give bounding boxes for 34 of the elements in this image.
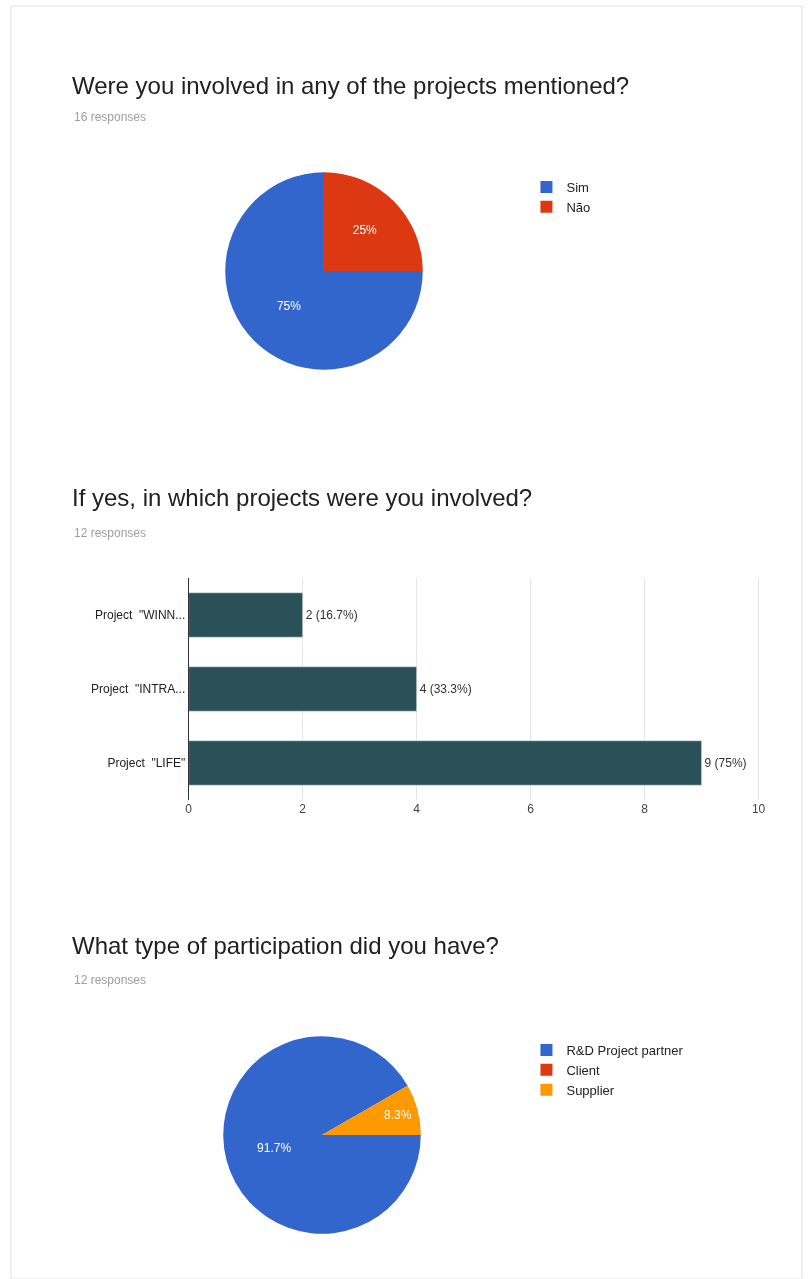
data-label: 91.7%	[257, 1140, 292, 1155]
data-label: 25%	[352, 223, 378, 238]
data-label: 4 (33.3%)	[419, 682, 472, 696]
pie-slice	[223, 1036, 421, 1234]
pie-slice	[323, 172, 423, 271]
bar	[188, 592, 303, 638]
x-tick-label: 10	[751, 802, 766, 816]
data-label: 75%	[276, 298, 302, 313]
x-tick-label: 2	[299, 802, 307, 816]
x-tick-label: 8	[641, 802, 649, 816]
bar	[188, 740, 702, 786]
bar	[188, 666, 417, 712]
legend-label: Sim	[566, 180, 589, 196]
x-tick-label: 0	[185, 802, 193, 816]
y-tick-label: Project "LIFE"	[107, 756, 186, 771]
text: 12 responses	[74, 973, 147, 987]
data-label: 2 (16.7%)	[305, 608, 358, 622]
x-tick-label: 4	[413, 802, 421, 816]
pie-slice	[225, 172, 423, 370]
legend-label: R&D Project partner	[566, 1043, 684, 1059]
legend-label: Supplier	[566, 1082, 615, 1098]
data-label: 9 (75%)	[704, 756, 747, 770]
y-tick-label: Project "INTRA...	[91, 682, 186, 697]
legend-label: Não	[566, 199, 591, 215]
chart-title: What type of participation did you have?	[72, 932, 499, 959]
y-tick-label: Project "WINN...	[95, 608, 186, 623]
data-label: 8.3%	[384, 1107, 412, 1122]
chart-title: If yes, in which projects were you involved?	[72, 484, 533, 511]
chart-subtitle: 12 responses	[74, 526, 147, 540]
x-tick-label: 6	[527, 802, 535, 816]
chart-title: Were you involved in any of the projects mentioned?	[72, 72, 630, 99]
text: 16 responses	[74, 110, 147, 124]
pie-slice	[322, 1085, 421, 1135]
legend-label: Client	[566, 1062, 601, 1078]
